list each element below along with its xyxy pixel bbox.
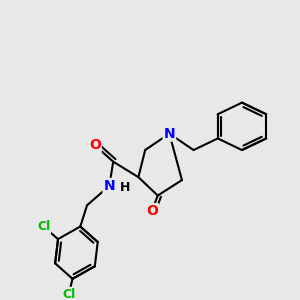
Text: Cl: Cl [37, 220, 50, 233]
Text: O: O [89, 138, 101, 152]
Text: N: N [164, 127, 175, 141]
Text: O: O [146, 204, 158, 218]
Text: H: H [120, 181, 130, 194]
Text: Cl: Cl [62, 288, 75, 300]
Text: N: N [103, 179, 115, 193]
